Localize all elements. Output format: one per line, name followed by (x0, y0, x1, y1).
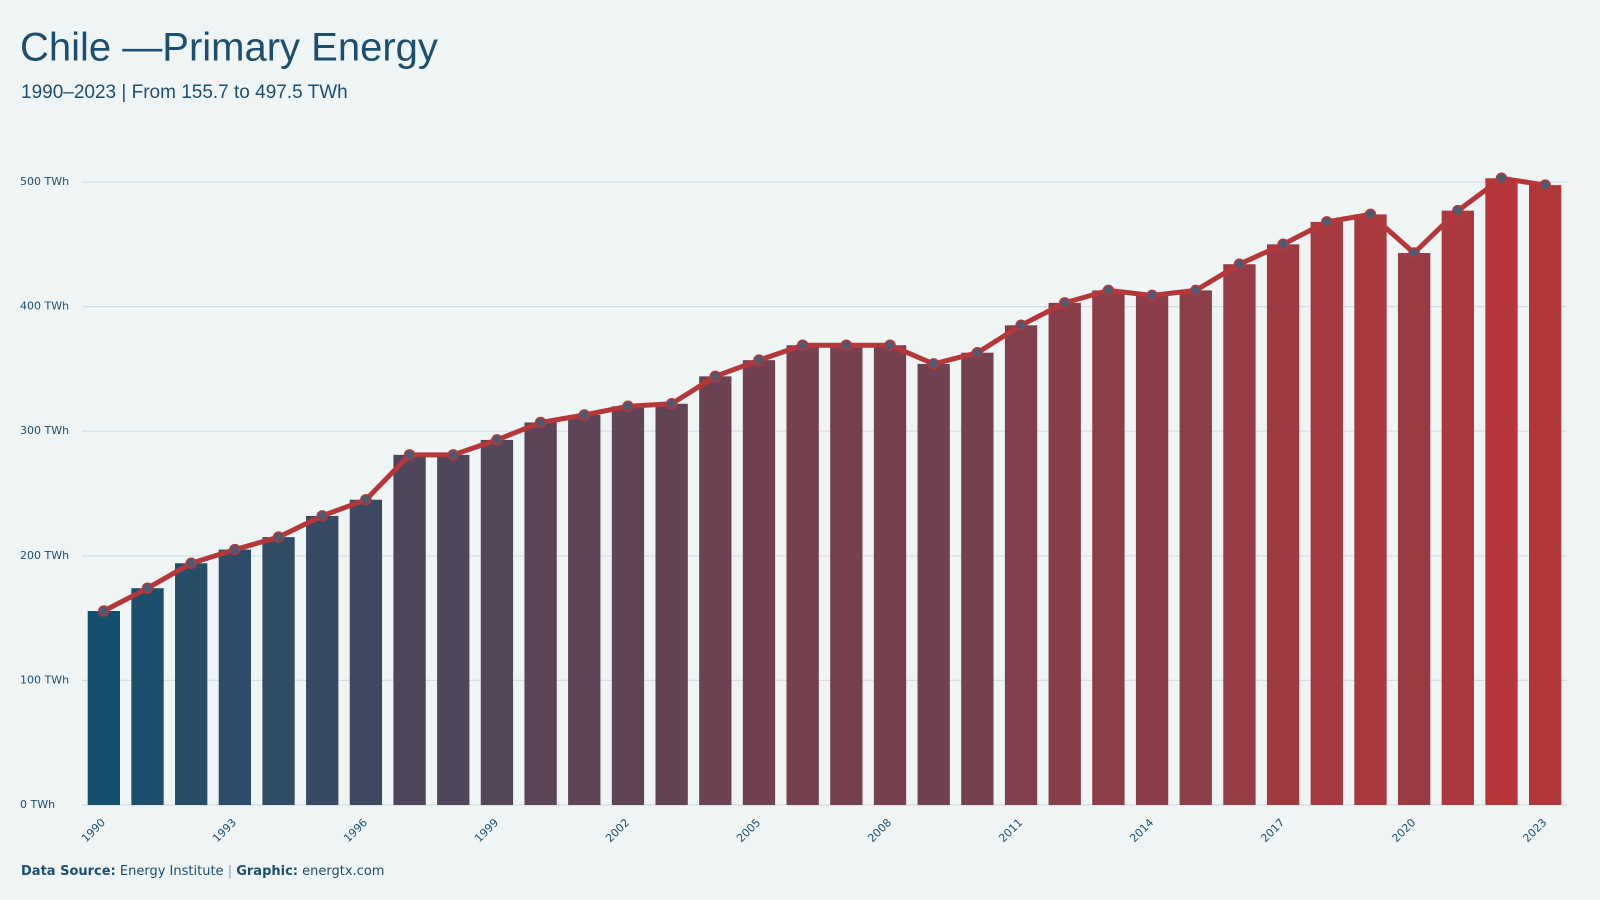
chart-subtitle: 1990–2023 | From 155.7 to 497.5 TWh (21, 82, 348, 103)
bar (873, 345, 907, 805)
bar (1092, 290, 1125, 806)
chart-title: Chile —Primary Energy (20, 26, 438, 70)
line-marker (1539, 179, 1551, 191)
line-marker (1495, 172, 1508, 185)
x-tick-label: 2023 (1520, 816, 1549, 845)
bar (393, 454, 426, 805)
bar (1135, 295, 1169, 805)
line-marker (1408, 247, 1420, 259)
bar (568, 415, 601, 805)
bar (1266, 244, 1300, 806)
x-tick-label: 1990 (79, 816, 108, 845)
line-marker (1452, 204, 1464, 217)
bar (131, 588, 164, 805)
line-marker (534, 416, 547, 429)
footer-separator: | (228, 864, 232, 879)
x-tick-label: 1993 (210, 816, 239, 845)
x-tick-label: 2014 (1127, 816, 1156, 845)
line-marker (1321, 216, 1333, 228)
line-marker (753, 354, 765, 366)
line-marker (1058, 297, 1071, 309)
bar (437, 454, 470, 805)
bar (830, 345, 863, 805)
line-marker (185, 557, 197, 570)
x-tick-label: 2011 (996, 816, 1025, 845)
footer-source-label: Data Source: (21, 864, 116, 879)
bar (218, 549, 252, 805)
line-marker (578, 409, 591, 421)
line-marker (272, 531, 285, 543)
line-marker (1364, 208, 1377, 221)
x-tick-label: 1996 (341, 816, 370, 845)
bar (1397, 253, 1431, 806)
line-marker (796, 339, 809, 351)
bar (349, 499, 383, 805)
bar (1441, 210, 1474, 805)
y-tick-label: 200 TWh (20, 549, 69, 562)
x-tick-label: 2017 (1258, 816, 1287, 845)
footer: Data Source: Energy Institute | Graphic:… (21, 864, 384, 879)
x-tick-label: 2008 (865, 816, 894, 845)
x-tick-label: 2020 (1389, 816, 1418, 845)
line-marker (229, 543, 241, 556)
bar (917, 363, 950, 805)
line-marker (1102, 284, 1115, 297)
line-marker (316, 510, 328, 522)
bar (655, 403, 688, 805)
bar (611, 406, 645, 805)
bar (961, 352, 994, 805)
line-marker (1190, 284, 1202, 297)
line-marker (840, 339, 853, 351)
line-marker (622, 400, 634, 413)
bar (742, 360, 776, 805)
line-marker (491, 434, 503, 446)
bar (1004, 325, 1038, 805)
line-marker (403, 449, 416, 461)
bar (1529, 185, 1562, 806)
bar (1485, 178, 1518, 806)
trend-line (102, 175, 1546, 614)
footer-source: Energy Institute (120, 864, 224, 879)
bar (480, 439, 514, 805)
line-marker (1233, 258, 1246, 270)
bar (786, 345, 819, 805)
x-tick-label: 1999 (472, 816, 501, 845)
line-marker (709, 370, 722, 383)
line-marker (971, 346, 984, 359)
line-marker (1015, 319, 1027, 332)
bar (175, 563, 208, 805)
line-marker (665, 398, 678, 410)
line-marker (1277, 238, 1289, 251)
y-tick-label: 0 TWh (20, 798, 55, 811)
bar (1048, 302, 1081, 805)
y-tick-label: 500 TWh (20, 175, 69, 188)
bar (524, 422, 557, 805)
line-marker (927, 358, 940, 370)
line-marker (98, 605, 110, 617)
line-marker (360, 493, 372, 506)
bar (1223, 264, 1256, 806)
bar (262, 537, 295, 805)
bar (1179, 290, 1212, 806)
bar (699, 376, 732, 805)
line-marker (141, 582, 154, 594)
y-tick-label: 400 TWh (20, 300, 69, 313)
line-marker (884, 339, 896, 351)
x-tick-label: 2005 (734, 816, 763, 845)
footer-graphic: energtx.com (302, 864, 384, 879)
bar (1354, 214, 1387, 805)
bar (1310, 221, 1343, 805)
bar (87, 610, 120, 805)
y-tick-label: 300 TWh (20, 424, 69, 437)
y-tick-label: 100 TWh (20, 673, 69, 686)
footer-graphic-label: Graphic: (236, 864, 298, 879)
x-tick-label: 2002 (603, 816, 632, 845)
line-marker (1146, 289, 1158, 302)
bar (306, 515, 339, 805)
line-marker (447, 449, 459, 461)
